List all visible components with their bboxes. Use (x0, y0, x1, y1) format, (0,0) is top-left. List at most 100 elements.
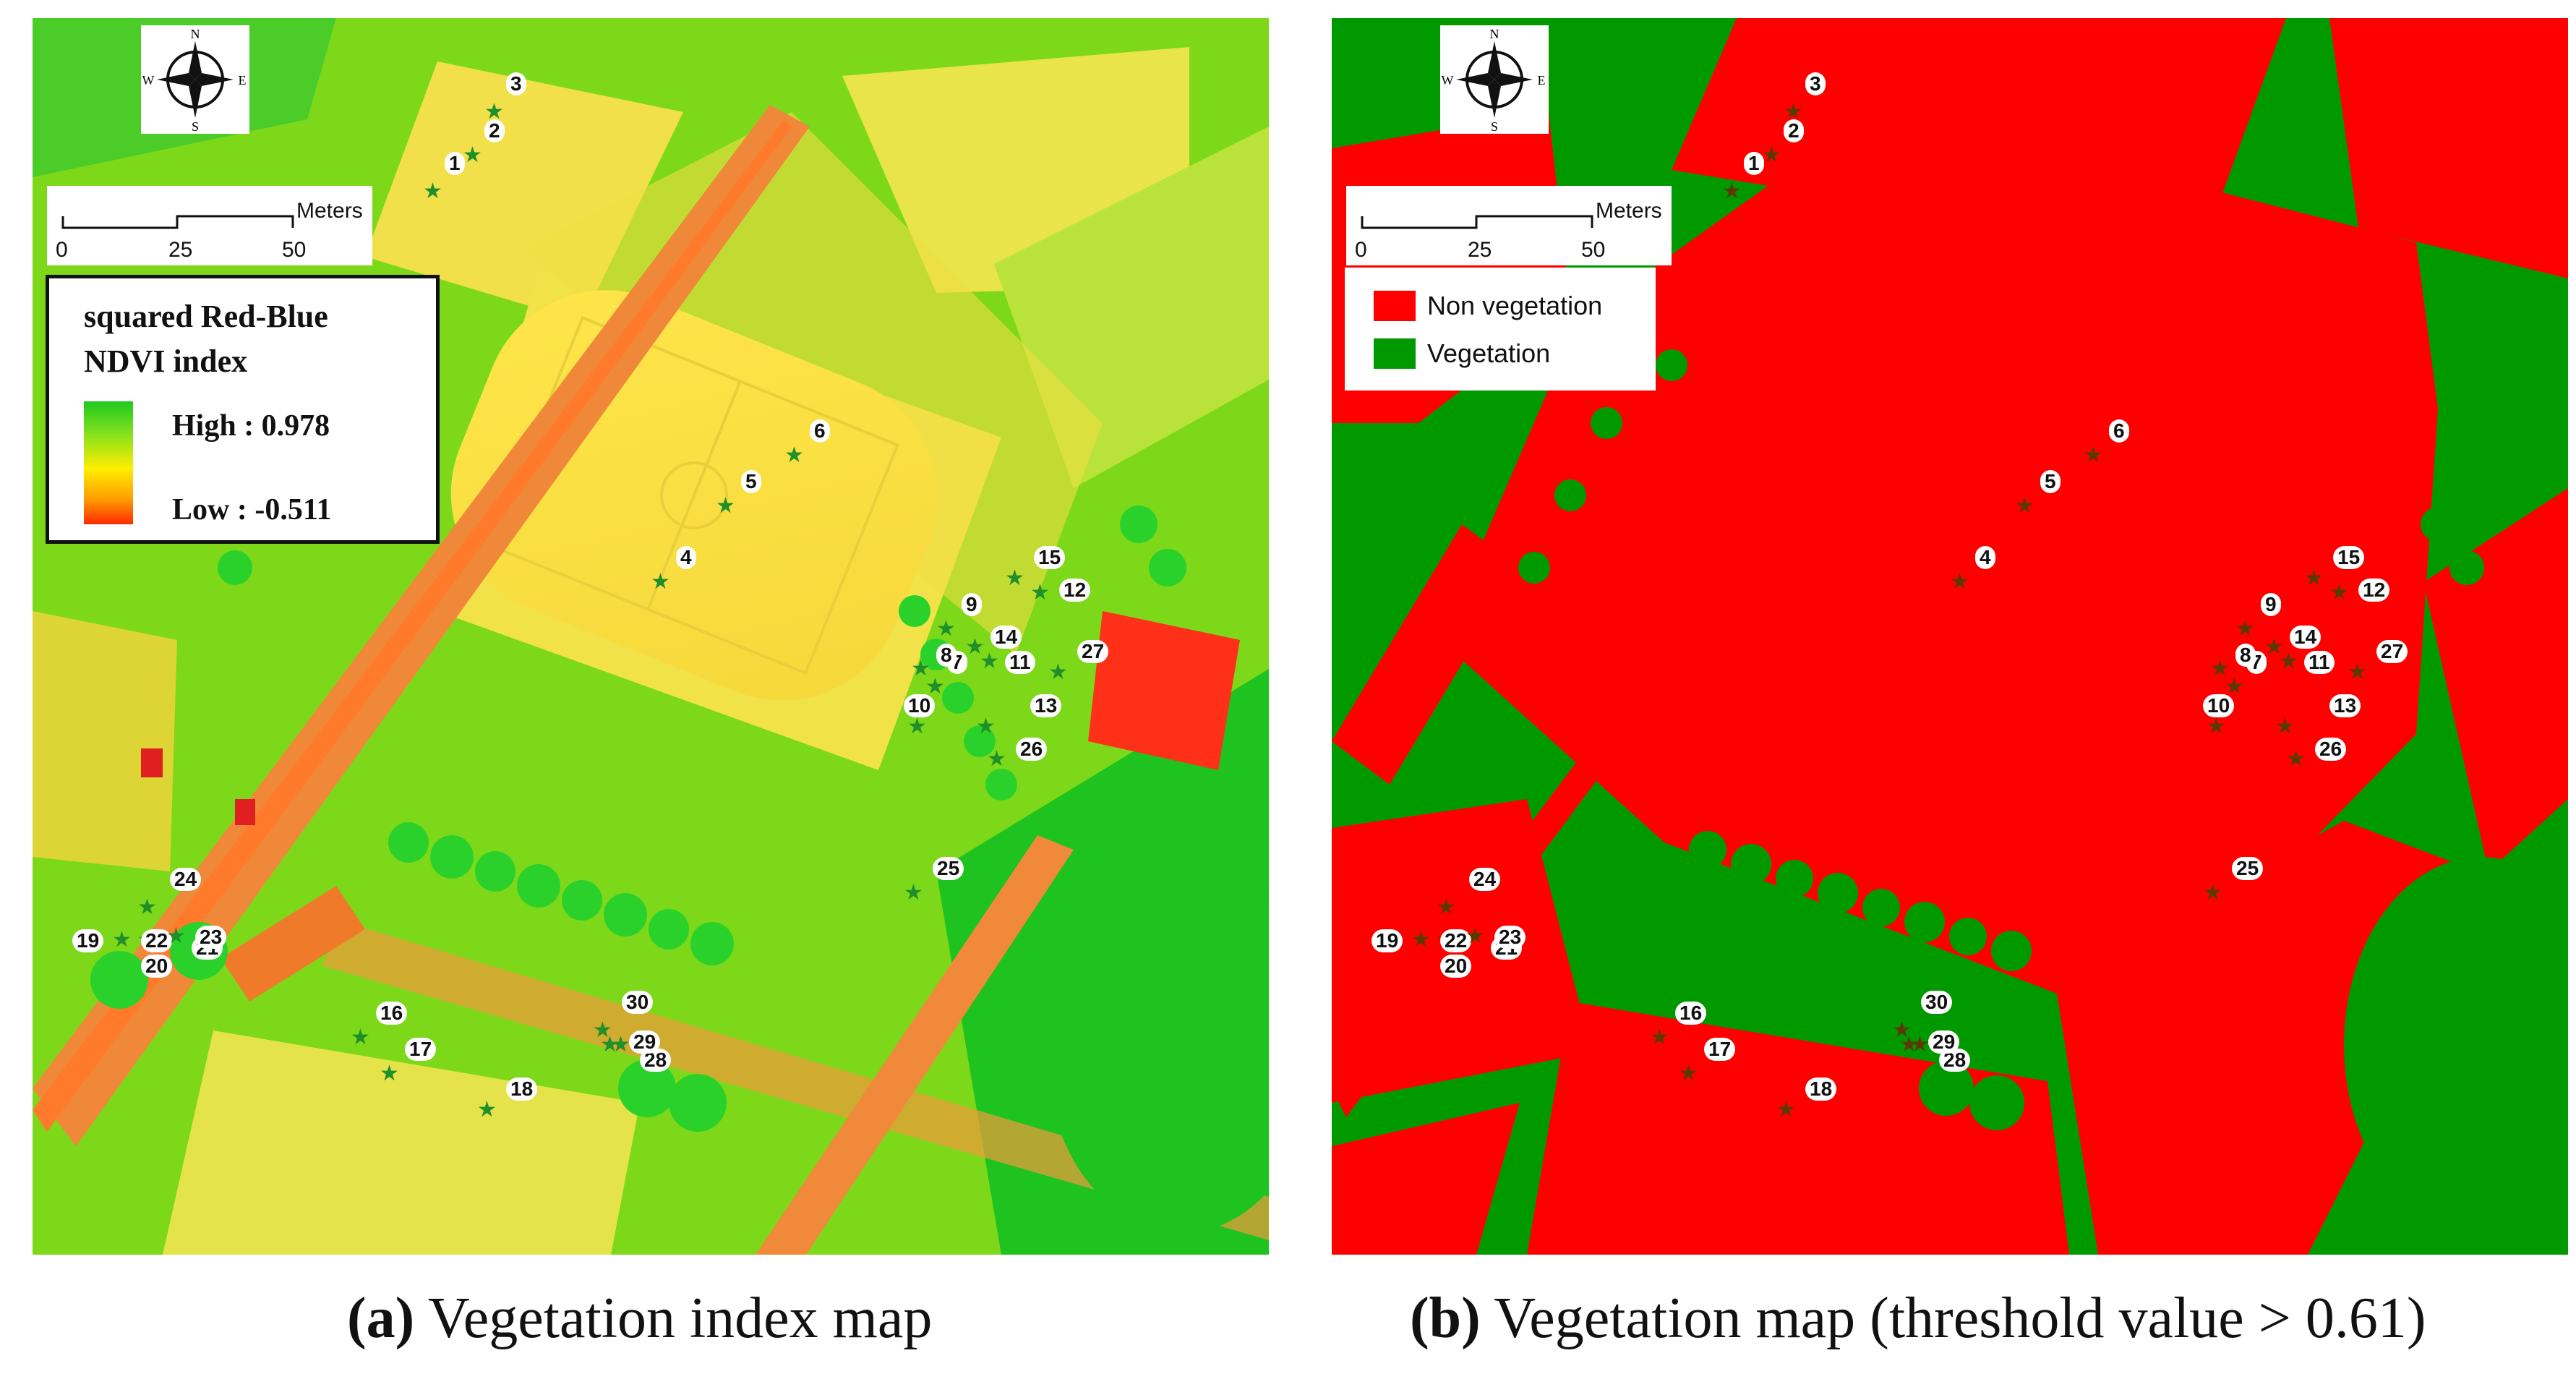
point-star-icon: ★ (980, 649, 999, 673)
point-star-icon: ★ (2304, 566, 2324, 590)
point-star-icon: ★ (137, 895, 157, 919)
point-star-icon: ★ (600, 1033, 620, 1057)
point-label: 25 (933, 857, 964, 880)
scale-unit: Meters (1596, 199, 1662, 223)
point-label: 19 (72, 929, 104, 952)
point-star-icon: ★ (911, 657, 930, 680)
point-star-icon: ★ (112, 928, 132, 952)
point-star-icon: ★ (1899, 1033, 1919, 1057)
caption-a-letter: (a) (347, 1286, 415, 1350)
point-star-icon: ★ (907, 714, 927, 738)
point-label: 3 (1805, 72, 1826, 95)
caption-b-letter: (b) (1410, 1286, 1481, 1350)
point-label: 26 (1016, 738, 1048, 761)
index-map-raster (33, 18, 1269, 1255)
point-label: 10 (2203, 694, 2235, 717)
caption-a-text: Vegetation index map (414, 1286, 933, 1350)
point-label: 5 (741, 470, 761, 493)
compass-w: W (142, 73, 155, 88)
point-label: 30 (622, 991, 654, 1014)
compass-rose: N S E W (1440, 25, 1549, 134)
point-star-icon: ★ (1892, 1018, 1912, 1042)
point-label: 6 (2109, 419, 2129, 443)
point-star-icon: ★ (2264, 635, 2284, 659)
scale-bar: Meters 0 25 50 (47, 186, 372, 265)
point-label: 10 (904, 694, 936, 717)
scale-tick-25: 25 (168, 238, 193, 262)
point-star-icon: ★ (1762, 143, 1781, 167)
legend-title: squared Red-Blue NDVI index (84, 299, 328, 379)
point-star-icon: ★ (2207, 714, 2226, 738)
vegetation-map: N S E W Meters 0 25 50 Non vegetation Ve… (1332, 18, 2568, 1255)
legend-label-non-vegetation: Non vegetation (1427, 291, 1603, 320)
point-star-icon: ★ (2329, 581, 2349, 605)
point-label: 29 (629, 1030, 661, 1054)
point-star-icon: ★ (1679, 1062, 1698, 1085)
point-star-icon: ★ (2225, 675, 2244, 699)
point-star-icon: ★ (484, 100, 504, 124)
compass-w: W (1442, 73, 1454, 88)
point-label: 2 (484, 119, 505, 142)
point-label: 3 (506, 72, 526, 95)
point-label: 22 (141, 929, 173, 952)
point-label: 15 (2333, 546, 2365, 569)
point-label: 24 (170, 868, 202, 891)
point-star-icon: ★ (1465, 924, 1485, 948)
vegetation-classification-raster (1332, 18, 2568, 1255)
legend-swatch-non-vegetation (1374, 291, 1416, 321)
point-star-icon: ★ (611, 1033, 630, 1057)
scale-bar: Meters 0 25 50 (1346, 186, 1672, 265)
point-label: 14 (2290, 626, 2322, 649)
point-star-icon: ★ (2084, 443, 2103, 467)
point-star-icon: ★ (976, 714, 996, 738)
point-label: 4 (1975, 546, 1995, 569)
point-label: 26 (2315, 738, 2347, 761)
legend-swatch-vegetation (1374, 338, 1416, 369)
point-star-icon: ★ (423, 179, 442, 203)
point-label: 16 (1675, 1002, 1707, 1025)
point-label: 14 (990, 626, 1022, 649)
point-label: 2 (1784, 119, 1804, 142)
point-star-icon: ★ (1437, 895, 1456, 919)
point-star-icon: ★ (784, 443, 804, 467)
point-label: 25 (2232, 857, 2264, 880)
point-label: 27 (2376, 640, 2408, 663)
scale-tick-0: 0 (56, 238, 68, 262)
point-label: 12 (1059, 579, 1091, 602)
point-star-icon: ★ (2348, 660, 2367, 684)
compass-e: E (1538, 73, 1546, 88)
point-label: 30 (1921, 991, 1953, 1014)
point-star-icon: ★ (904, 881, 923, 905)
legend-item-non-vegetation: Non vegetation (1374, 288, 1602, 324)
point-star-icon: ★ (1910, 1033, 1930, 1057)
ndvi-legend: squared Red-Blue NDVI index High : 0.978… (46, 275, 440, 544)
point-label: 17 (405, 1038, 437, 1061)
point-label: 29 (1928, 1030, 1960, 1054)
point-star-icon: ★ (380, 1062, 399, 1085)
point-label: 1 (445, 152, 465, 175)
point-label: 11 (1005, 651, 1035, 674)
point-star-icon: ★ (1950, 570, 1969, 594)
point-label: 13 (1030, 694, 1062, 717)
legend-label-vegetation: Vegetation (1427, 338, 1551, 368)
point-label: 18 (1805, 1077, 1837, 1101)
point-label: 17 (1704, 1038, 1736, 1061)
point-star-icon: ★ (166, 924, 186, 948)
legend-high-label: High : 0.978 (172, 409, 330, 443)
caption-b-text: Vegetation map (threshold value > 0.61) (1480, 1286, 2426, 1350)
point-label: 12 (2358, 579, 2390, 602)
point-label: 9 (962, 593, 982, 616)
point-label: 20 (141, 955, 173, 978)
point-label: 11 (2304, 651, 2335, 674)
vegetation-index-map: N S E W Meters 0 25 50 squared Red-Blue … (33, 18, 1269, 1255)
scale-tick-50: 50 (282, 238, 307, 262)
point-star-icon: ★ (593, 1018, 612, 1042)
point-label: 15 (1034, 546, 1066, 569)
compass-n: N (191, 27, 200, 41)
point-star-icon: ★ (1411, 928, 1431, 952)
point-label: 8 (936, 644, 957, 667)
point-star-icon: ★ (2275, 714, 2295, 738)
point-star-icon: ★ (2203, 881, 2222, 905)
point-label: 23 (195, 926, 227, 949)
point-star-icon: ★ (477, 1098, 497, 1122)
